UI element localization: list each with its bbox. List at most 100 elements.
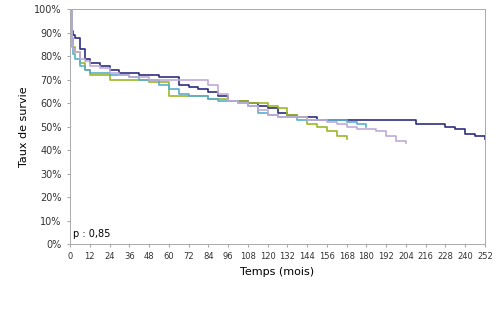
6 - 10 ans xyxy=(77,64,83,68)
11 - 17 ans xyxy=(96,66,102,70)
0 - 2 ans xyxy=(354,118,360,122)
0 - 2 ans xyxy=(324,118,330,122)
6 - 10 ans xyxy=(264,113,270,117)
Line: 11 - 17 ans: 11 - 17 ans xyxy=(70,9,406,143)
6 - 10 ans xyxy=(334,118,340,122)
0 - 2 ans xyxy=(383,118,389,122)
3 - 5 ans xyxy=(235,99,241,103)
0 - 2 ans xyxy=(206,90,212,93)
3 - 5 ans xyxy=(146,80,152,84)
11 - 17 ans xyxy=(393,139,399,143)
11 - 17 ans xyxy=(225,99,231,103)
X-axis label: Temps (mois): Temps (mois) xyxy=(240,267,314,277)
3 - 5 ans xyxy=(245,101,251,105)
6 - 10 ans xyxy=(225,99,231,103)
3 - 5 ans xyxy=(196,95,202,98)
0 - 2 ans xyxy=(116,71,122,75)
0 - 2 ans xyxy=(126,71,132,75)
3 - 5 ans xyxy=(87,73,93,77)
6 - 10 ans xyxy=(96,71,102,75)
3 - 5 ans xyxy=(215,97,221,100)
0 - 2 ans xyxy=(68,29,74,33)
11 - 17 ans xyxy=(364,127,370,131)
6 - 10 ans xyxy=(166,87,172,91)
0 - 2 ans xyxy=(106,69,112,72)
0 - 2 ans xyxy=(87,61,93,65)
6 - 10 ans xyxy=(70,52,76,56)
11 - 17 ans xyxy=(186,78,192,82)
0 - 2 ans xyxy=(215,95,221,98)
11 - 17 ans xyxy=(304,118,310,122)
6 - 10 ans xyxy=(206,97,212,100)
3 - 5 ans xyxy=(116,78,122,82)
11 - 17 ans xyxy=(324,120,330,124)
0 - 2 ans xyxy=(314,118,320,122)
0 - 2 ans xyxy=(364,118,370,122)
11 - 17 ans xyxy=(245,104,251,108)
11 - 17 ans xyxy=(294,115,300,119)
6 - 10 ans xyxy=(68,45,74,49)
0 - 2 ans xyxy=(82,57,88,60)
6 - 10 ans xyxy=(116,73,122,77)
11 - 17 ans xyxy=(206,83,212,86)
6 - 10 ans xyxy=(354,123,360,126)
3 - 5 ans xyxy=(274,106,280,110)
11 - 17 ans xyxy=(235,101,241,105)
0 - 2 ans xyxy=(72,36,78,39)
6 - 10 ans xyxy=(274,115,280,119)
6 - 10 ans xyxy=(156,83,162,86)
0 - 2 ans xyxy=(284,113,290,117)
0 - 2 ans xyxy=(77,48,83,51)
3 - 5 ans xyxy=(186,95,192,98)
11 - 17 ans xyxy=(146,78,152,82)
6 - 10 ans xyxy=(254,111,260,115)
6 - 10 ans xyxy=(284,115,290,119)
11 - 17 ans xyxy=(334,123,340,126)
6 - 10 ans xyxy=(314,118,320,122)
0 - 2 ans xyxy=(96,64,102,68)
0 - 2 ans xyxy=(264,106,270,110)
0 - 2 ans xyxy=(70,33,76,37)
0 - 2 ans xyxy=(274,111,280,115)
3 - 5 ans xyxy=(334,134,340,138)
11 - 17 ans xyxy=(106,71,112,75)
0 - 2 ans xyxy=(254,104,260,108)
Line: 3 - 5 ans: 3 - 5 ans xyxy=(70,9,346,138)
3 - 5 ans xyxy=(126,78,132,82)
6 - 10 ans xyxy=(344,120,349,124)
Y-axis label: Taux de survie: Taux de survie xyxy=(18,86,28,167)
11 - 17 ans xyxy=(136,76,142,80)
3 - 5 ans xyxy=(72,50,78,54)
11 - 17 ans xyxy=(284,115,290,119)
3 - 5 ans xyxy=(166,95,172,98)
0 - 2 ans xyxy=(304,115,310,119)
3 - 5 ans xyxy=(324,130,330,133)
11 - 17 ans xyxy=(403,141,409,145)
0 - 2 ans xyxy=(166,76,172,80)
0 - 2 ans xyxy=(403,118,409,122)
11 - 17 ans xyxy=(87,64,93,68)
11 - 17 ans xyxy=(344,125,349,129)
6 - 10 ans xyxy=(215,99,221,103)
6 - 10 ans xyxy=(294,118,300,122)
3 - 5 ans xyxy=(264,104,270,108)
11 - 17 ans xyxy=(156,78,162,82)
Line: 6 - 10 ans: 6 - 10 ans xyxy=(70,9,366,127)
6 - 10 ans xyxy=(67,8,73,11)
0 - 2 ans xyxy=(235,99,241,103)
11 - 17 ans xyxy=(82,59,88,63)
6 - 10 ans xyxy=(364,125,370,129)
0 - 2 ans xyxy=(176,83,182,86)
3 - 5 ans xyxy=(82,69,88,72)
0 - 2 ans xyxy=(393,118,399,122)
3 - 5 ans xyxy=(344,136,349,140)
3 - 5 ans xyxy=(96,73,102,77)
0 - 2 ans xyxy=(245,101,251,105)
3 - 5 ans xyxy=(314,125,320,129)
6 - 10 ans xyxy=(235,101,241,105)
3 - 5 ans xyxy=(225,99,231,103)
11 - 17 ans xyxy=(354,127,360,131)
6 - 10 ans xyxy=(186,95,192,98)
0 - 2 ans xyxy=(462,132,468,136)
3 - 5 ans xyxy=(176,95,182,98)
